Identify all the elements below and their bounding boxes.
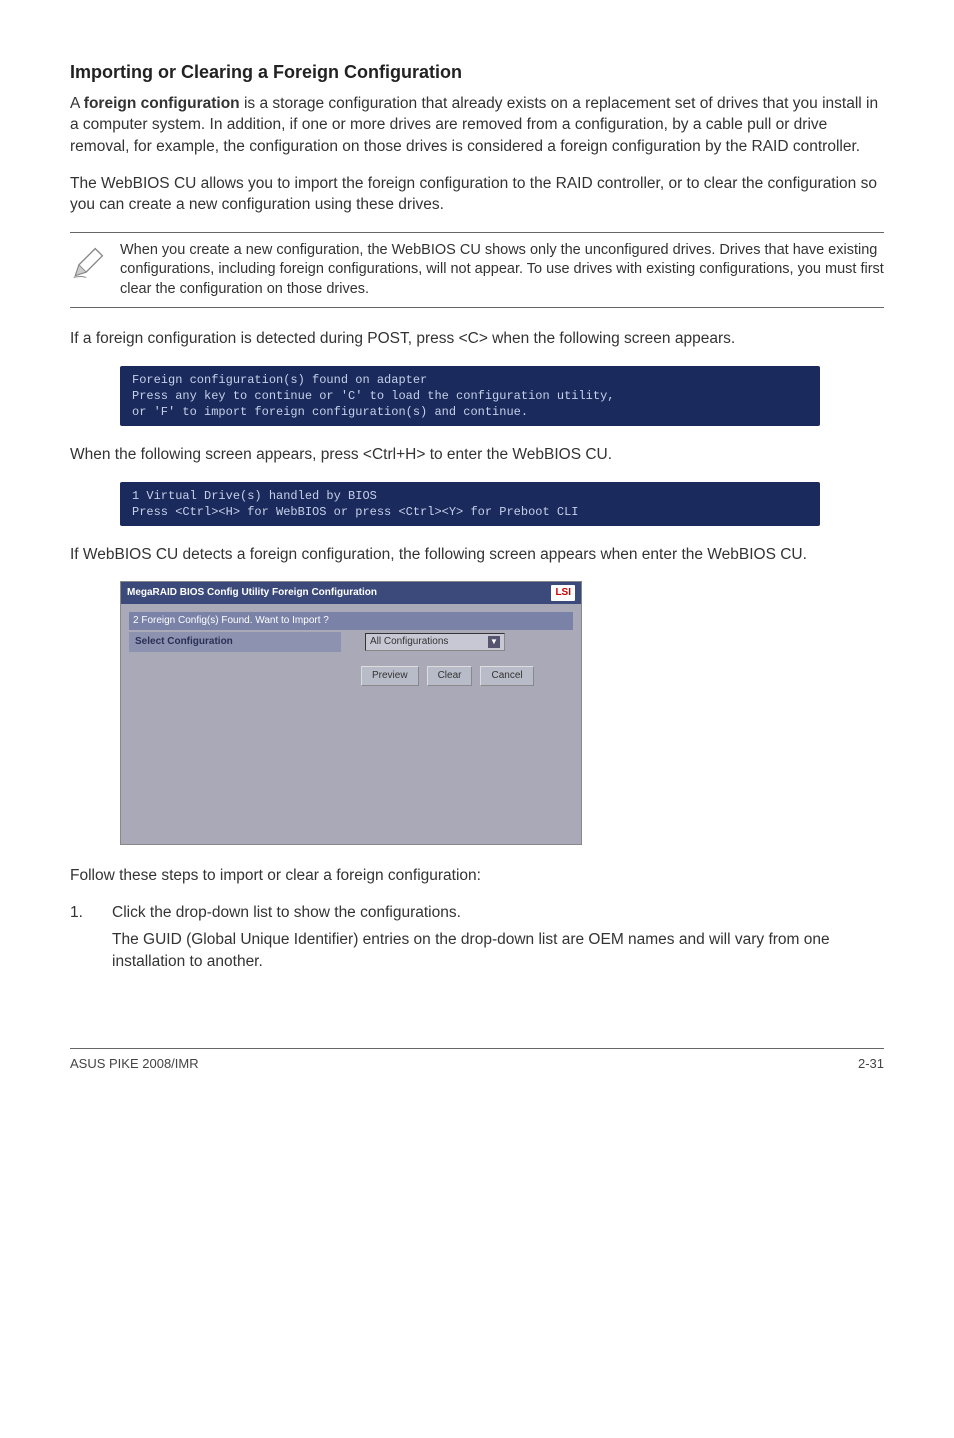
bold-term: foreign configuration: [84, 95, 240, 112]
step-body: Click the drop-down list to show the con…: [112, 902, 884, 978]
preview-button[interactable]: Preview: [361, 666, 419, 686]
section-heading: Importing or Clearing a Foreign Configur…: [70, 60, 884, 85]
note-block: When you create a new configuration, the…: [70, 232, 884, 309]
step-1: 1. Click the drop-down list to show the …: [70, 902, 884, 978]
webbios-screenshot: MegaRAID BIOS Config Utility Foreign Con…: [120, 581, 582, 844]
footer-left: ASUS PIKE 2008/IMR: [70, 1055, 199, 1073]
intro-paragraph-1: A foreign configuration is a storage con…: [70, 93, 884, 157]
steps-intro: Follow these steps to import or clear a …: [70, 865, 884, 886]
screenshot-titlebar: MegaRAID BIOS Config Utility Foreign Con…: [121, 582, 581, 604]
page-footer: ASUS PIKE 2008/IMR 2-31: [70, 1048, 884, 1073]
paragraph-ctrl-h: When the following screen appears, press…: [70, 444, 884, 465]
step-1-line-b: The GUID (Global Unique Identifier) entr…: [112, 929, 884, 972]
paragraph-webbios-detect: If WebBIOS CU detects a foreign configur…: [70, 544, 884, 565]
screenshot-body: 2 Foreign Config(s) Found. Want to Impor…: [121, 604, 581, 843]
cancel-button[interactable]: Cancel: [480, 666, 533, 686]
text-fragment: A: [70, 95, 84, 112]
screenshot-title: MegaRAID BIOS Config Utility Foreign Con…: [127, 586, 377, 600]
clear-button[interactable]: Clear: [427, 666, 473, 686]
dropdown-value: All Configurations: [370, 635, 448, 649]
foreign-config-banner: 2 Foreign Config(s) Found. Want to Impor…: [129, 612, 573, 630]
step-number: 1.: [70, 902, 112, 978]
note-text: When you create a new configuration, the…: [120, 241, 884, 300]
screenshot-button-row: Preview Clear Cancel: [361, 666, 573, 686]
pencil-note-icon: [70, 241, 120, 287]
console-output-1: Foreign configuration(s) found on adapte…: [120, 366, 820, 427]
footer-right: 2-31: [858, 1055, 884, 1073]
configuration-dropdown[interactable]: All Configurations ▼: [365, 633, 505, 651]
select-configuration-label: Select Configuration: [129, 632, 341, 652]
paragraph-post-detect: If a foreign configuration is detected d…: [70, 328, 884, 349]
chevron-down-icon: ▼: [488, 636, 500, 648]
console-output-2: 1 Virtual Drive(s) handled by BIOS Press…: [120, 482, 820, 526]
config-row: Select Configuration All Configurations …: [129, 632, 573, 652]
intro-paragraph-2: The WebBIOS CU allows you to import the …: [70, 173, 884, 216]
step-1-line-a: Click the drop-down list to show the con…: [112, 902, 884, 923]
lsi-badge: LSI: [551, 585, 575, 601]
